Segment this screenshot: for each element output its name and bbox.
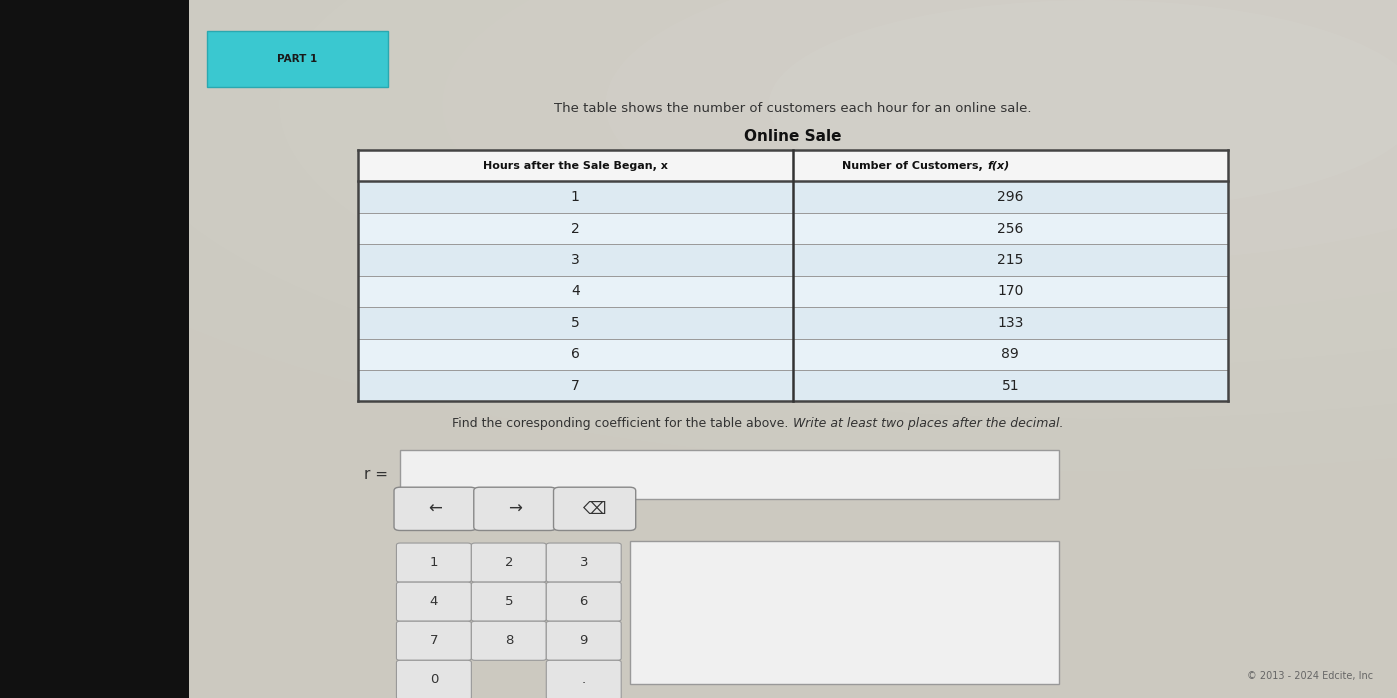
FancyBboxPatch shape — [553, 487, 636, 530]
Text: 256: 256 — [997, 221, 1024, 236]
Bar — [358, 213, 1228, 244]
Bar — [358, 213, 1228, 244]
Text: 7: 7 — [430, 634, 439, 647]
Text: r =: r = — [363, 467, 388, 482]
Text: 296: 296 — [997, 190, 1024, 205]
Bar — [358, 276, 1228, 307]
FancyBboxPatch shape — [397, 543, 471, 582]
Text: The table shows the number of customers each hour for an online sale.: The table shows the number of customers … — [555, 102, 1031, 114]
Text: 9: 9 — [580, 634, 588, 647]
Text: f(x): f(x) — [988, 161, 1010, 171]
FancyBboxPatch shape — [394, 487, 476, 530]
Bar — [358, 370, 1228, 401]
Bar — [358, 181, 1228, 213]
Text: Online Sale: Online Sale — [745, 128, 841, 144]
FancyBboxPatch shape — [207, 31, 388, 87]
FancyBboxPatch shape — [471, 543, 546, 582]
Bar — [358, 150, 1228, 181]
Text: 3: 3 — [571, 253, 580, 267]
Bar — [358, 244, 1228, 276]
Bar — [358, 276, 1228, 307]
Text: 0: 0 — [430, 674, 439, 686]
Bar — [358, 307, 1228, 339]
FancyBboxPatch shape — [397, 660, 471, 698]
Text: 1: 1 — [430, 556, 439, 569]
Text: Find the coresponding coefficient for the table above.: Find the coresponding coefficient for th… — [453, 417, 793, 430]
Text: Hours after the Sale Began, x: Hours after the Sale Began, x — [483, 161, 668, 171]
FancyBboxPatch shape — [546, 621, 622, 660]
Text: 7: 7 — [571, 378, 580, 393]
FancyBboxPatch shape — [546, 660, 622, 698]
Text: 8: 8 — [504, 634, 513, 647]
FancyBboxPatch shape — [471, 582, 546, 621]
Text: 5: 5 — [571, 315, 580, 330]
Text: →: → — [509, 500, 522, 518]
Text: 133: 133 — [997, 315, 1024, 330]
Text: © 2013 - 2024 Edcite, Inc: © 2013 - 2024 Edcite, Inc — [1246, 671, 1373, 681]
Text: 170: 170 — [997, 284, 1024, 299]
Text: 5: 5 — [504, 595, 513, 608]
FancyBboxPatch shape — [397, 621, 471, 660]
Bar — [400, 450, 1059, 499]
Text: 1: 1 — [571, 190, 580, 205]
Bar — [630, 541, 1059, 684]
FancyBboxPatch shape — [546, 543, 622, 582]
Bar — [358, 150, 1228, 401]
Text: PART 1: PART 1 — [277, 54, 317, 64]
Text: 51: 51 — [1002, 378, 1020, 393]
FancyBboxPatch shape — [397, 582, 471, 621]
Text: Write at least two places after the decimal.: Write at least two places after the deci… — [793, 417, 1063, 430]
Text: 6: 6 — [571, 347, 580, 362]
Text: .: . — [581, 674, 585, 686]
Bar — [358, 339, 1228, 370]
FancyBboxPatch shape — [471, 621, 546, 660]
Text: ←: ← — [427, 500, 441, 518]
Bar — [358, 339, 1228, 370]
Text: 215: 215 — [997, 253, 1024, 267]
Text: 2: 2 — [571, 221, 580, 236]
FancyBboxPatch shape — [474, 487, 556, 530]
Text: 4: 4 — [571, 284, 580, 299]
Text: 89: 89 — [1002, 347, 1020, 362]
FancyBboxPatch shape — [546, 582, 622, 621]
Text: 4: 4 — [430, 595, 439, 608]
Text: Number of Customers,: Number of Customers, — [841, 161, 986, 171]
Text: 2: 2 — [504, 556, 513, 569]
Text: ⌫: ⌫ — [583, 500, 606, 518]
Text: 3: 3 — [580, 556, 588, 569]
Text: 6: 6 — [580, 595, 588, 608]
